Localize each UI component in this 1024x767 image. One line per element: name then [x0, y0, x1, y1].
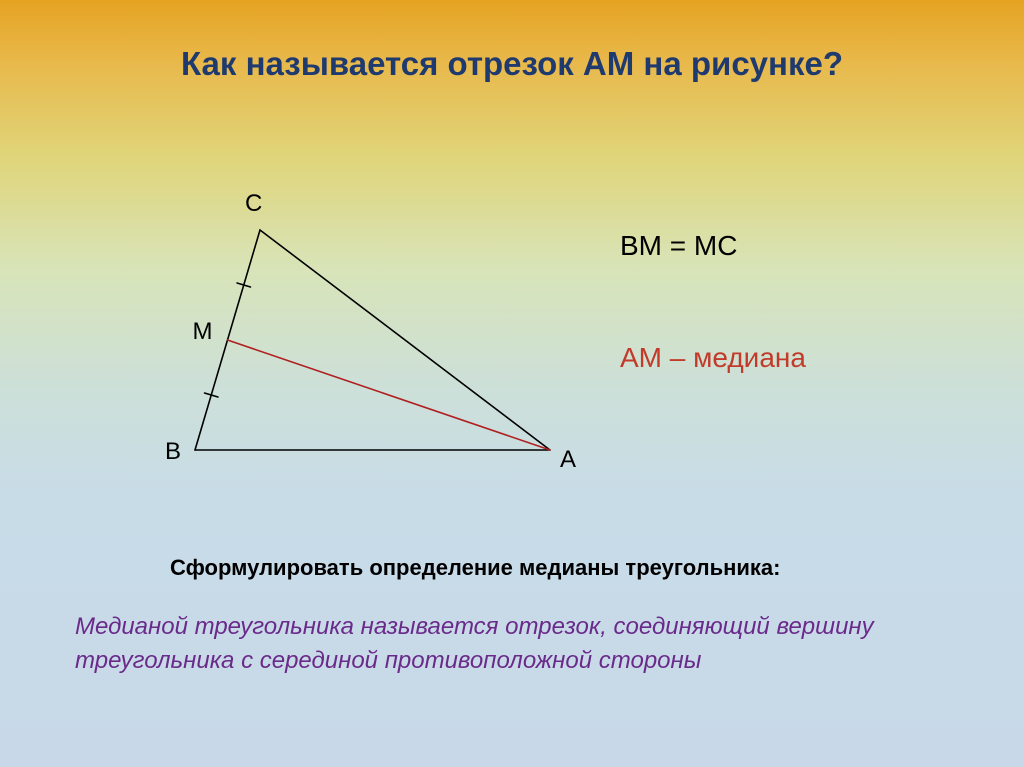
vertex-label-b: B: [165, 438, 181, 466]
definition-text: Медианой треугольника называется отрезок…: [75, 610, 944, 677]
vertex-label-a: A: [560, 446, 576, 474]
slide-title: Как называется отрезок АМ на рисунке?: [0, 45, 1024, 83]
answer-text: АМ – медиана: [620, 342, 970, 374]
equation-text: BM = MC: [620, 230, 970, 262]
definition-prompt: Сформулировать определение медианы треуг…: [170, 555, 780, 581]
midpoint-label-m: M: [193, 318, 213, 346]
vertex-label-c: C: [245, 190, 262, 218]
triangle-diagram: A B C M: [150, 210, 580, 490]
triangle-svg: [150, 210, 580, 490]
right-column: BM = MC АМ – медиана: [620, 230, 970, 374]
